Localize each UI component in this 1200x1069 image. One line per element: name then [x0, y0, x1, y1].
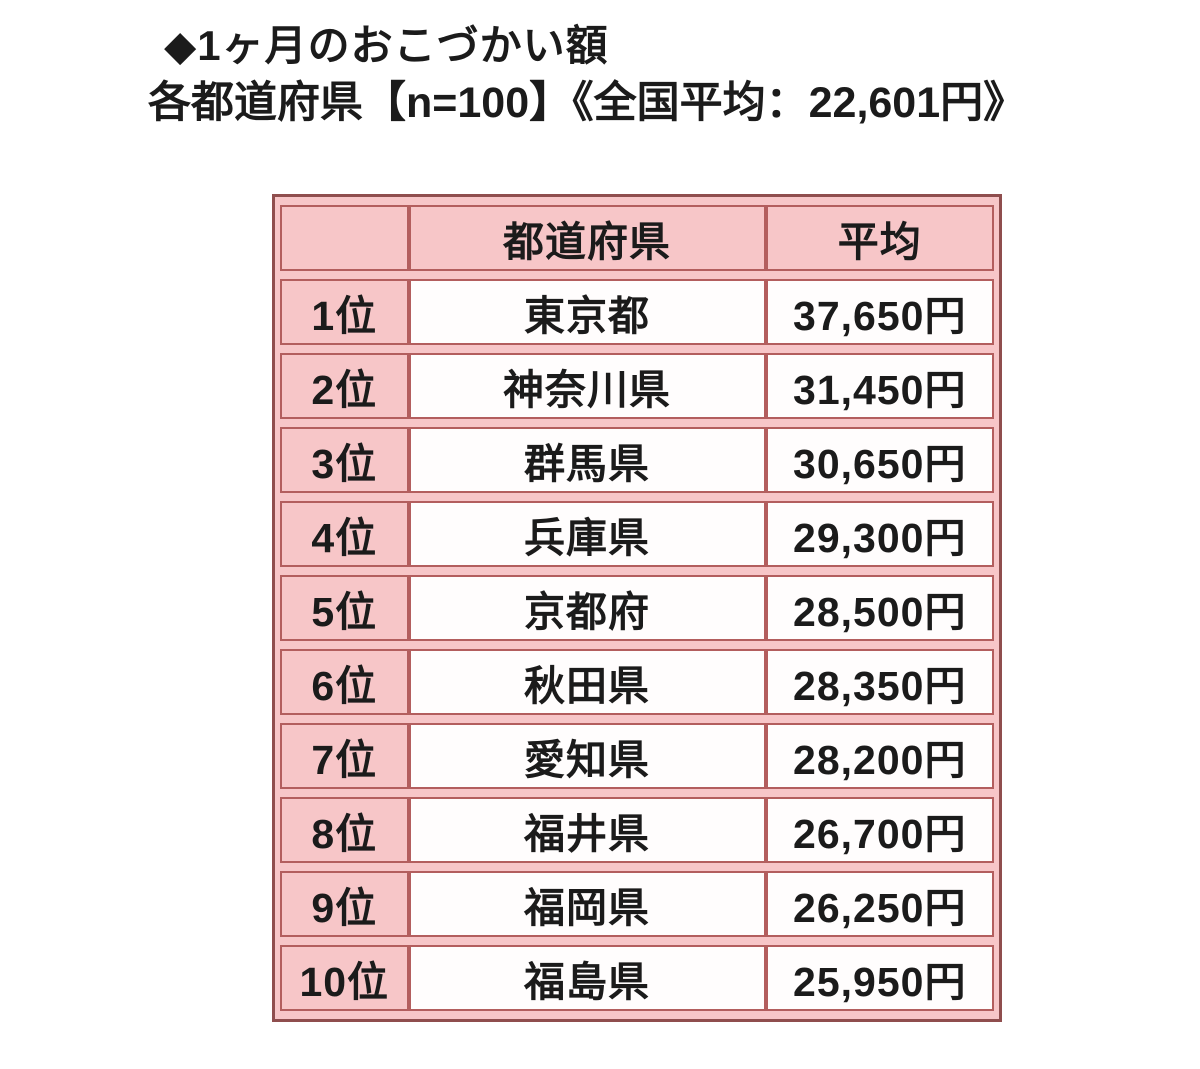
rank-cell: 10位 [280, 945, 409, 1011]
average-cell: 25,950円 [765, 945, 994, 1011]
table-row: 10位 福島県 25,950円 [280, 945, 994, 1011]
prefecture-cell: 愛知県 [408, 723, 766, 789]
prefecture-cell: 京都府 [408, 575, 766, 641]
rank-cell: 7位 [280, 723, 409, 789]
prefecture-cell: 兵庫県 [408, 501, 766, 567]
table-row: 1位 東京都 37,650円 [280, 279, 994, 345]
table-row: 8位 福井県 26,700円 [280, 797, 994, 863]
prefecture-cell: 秋田県 [408, 649, 766, 715]
table-header-row: 都道府県 平均 [280, 205, 994, 271]
average-cell: 26,700円 [765, 797, 994, 863]
table-row: 9位 福岡県 26,250円 [280, 871, 994, 937]
average-cell: 31,450円 [765, 353, 994, 419]
prefecture-cell: 福井県 [408, 797, 766, 863]
prefecture-cell: 福岡県 [408, 871, 766, 937]
rank-cell: 9位 [280, 871, 409, 937]
chart-title: ◆1ヶ月のおこづかい額 [164, 22, 609, 69]
rank-cell: 1位 [280, 279, 409, 345]
header-cell-rank [280, 205, 409, 271]
table-row: 4位 兵庫県 29,300円 [280, 501, 994, 567]
prefecture-cell: 群馬県 [408, 427, 766, 493]
table-row: 7位 愛知県 28,200円 [280, 723, 994, 789]
prefecture-cell: 神奈川県 [408, 353, 766, 419]
average-cell: 28,200円 [765, 723, 994, 789]
average-cell: 28,500円 [765, 575, 994, 641]
table-row: 3位 群馬県 30,650円 [280, 427, 994, 493]
average-cell: 26,250円 [765, 871, 994, 937]
table-row: 6位 秋田県 28,350円 [280, 649, 994, 715]
chart-subtitle: 各都道府県【n=100】《全国平均：22,601円》 [148, 79, 1027, 127]
rank-cell: 6位 [280, 649, 409, 715]
prefecture-cell: 東京都 [408, 279, 766, 345]
title-block: ◆1ヶ月のおこづかい額 各都道府県【n=100】《全国平均：22,601円》 [148, 18, 1026, 132]
rank-cell: 8位 [280, 797, 409, 863]
header-cell-prefecture: 都道府県 [408, 205, 766, 271]
average-cell: 37,650円 [765, 279, 994, 345]
rank-cell: 4位 [280, 501, 409, 567]
rank-cell: 5位 [280, 575, 409, 641]
table-row: 5位 京都府 28,500円 [280, 575, 994, 641]
ranking-table-frame: 都道府県 平均 1位 東京都 37,650円 2位 神奈川県 31,450円 3位 群馬県 30… [272, 194, 1002, 1022]
prefecture-cell: 福島県 [408, 945, 766, 1011]
average-cell: 28,350円 [765, 649, 994, 715]
average-cell: 30,650円 [765, 427, 994, 493]
rank-cell: 2位 [280, 353, 409, 419]
rank-cell: 3位 [280, 427, 409, 493]
table-row: 2位 神奈川県 31,450円 [280, 353, 994, 419]
ranking-table: 都道府県 平均 1位 東京都 37,650円 2位 神奈川県 31,450円 3位 群馬県 30… [280, 197, 994, 1019]
average-cell: 29,300円 [765, 501, 994, 567]
header-cell-average: 平均 [765, 205, 994, 271]
